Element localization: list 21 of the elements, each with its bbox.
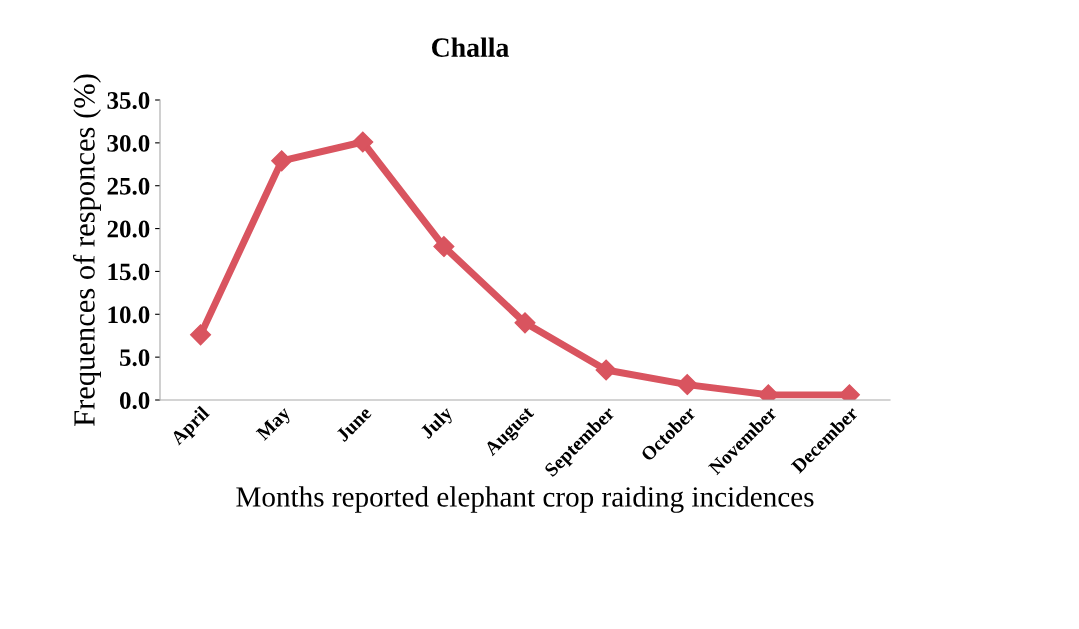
x-tick-label: May xyxy=(255,405,294,444)
y-tick-label: 5.0 xyxy=(120,349,150,367)
point xyxy=(595,359,617,381)
chart-title: Challa xyxy=(432,37,509,57)
point xyxy=(190,324,212,346)
point xyxy=(676,374,698,396)
y-tick-label: 10.0 xyxy=(108,306,150,324)
point xyxy=(433,236,455,258)
point xyxy=(271,150,293,172)
x-tick-label: July xyxy=(419,404,457,442)
y-tick-label: 30.0 xyxy=(107,134,150,152)
x-axis-title: Months reported elephant crop raiding incidences xyxy=(236,486,814,513)
y-tick-label: 0.0 xyxy=(119,392,150,410)
x-tick-label: June xyxy=(335,405,373,443)
y-tick-label: 20.0 xyxy=(107,220,150,238)
y-tick-label: 15.0 xyxy=(108,263,150,281)
point xyxy=(514,312,536,334)
y-axis-title: Frequences of responces (%) xyxy=(72,74,101,427)
point xyxy=(352,131,374,153)
y-tick-label: 25.0 xyxy=(107,177,150,195)
y-tick-label: 35.0 xyxy=(107,92,150,110)
